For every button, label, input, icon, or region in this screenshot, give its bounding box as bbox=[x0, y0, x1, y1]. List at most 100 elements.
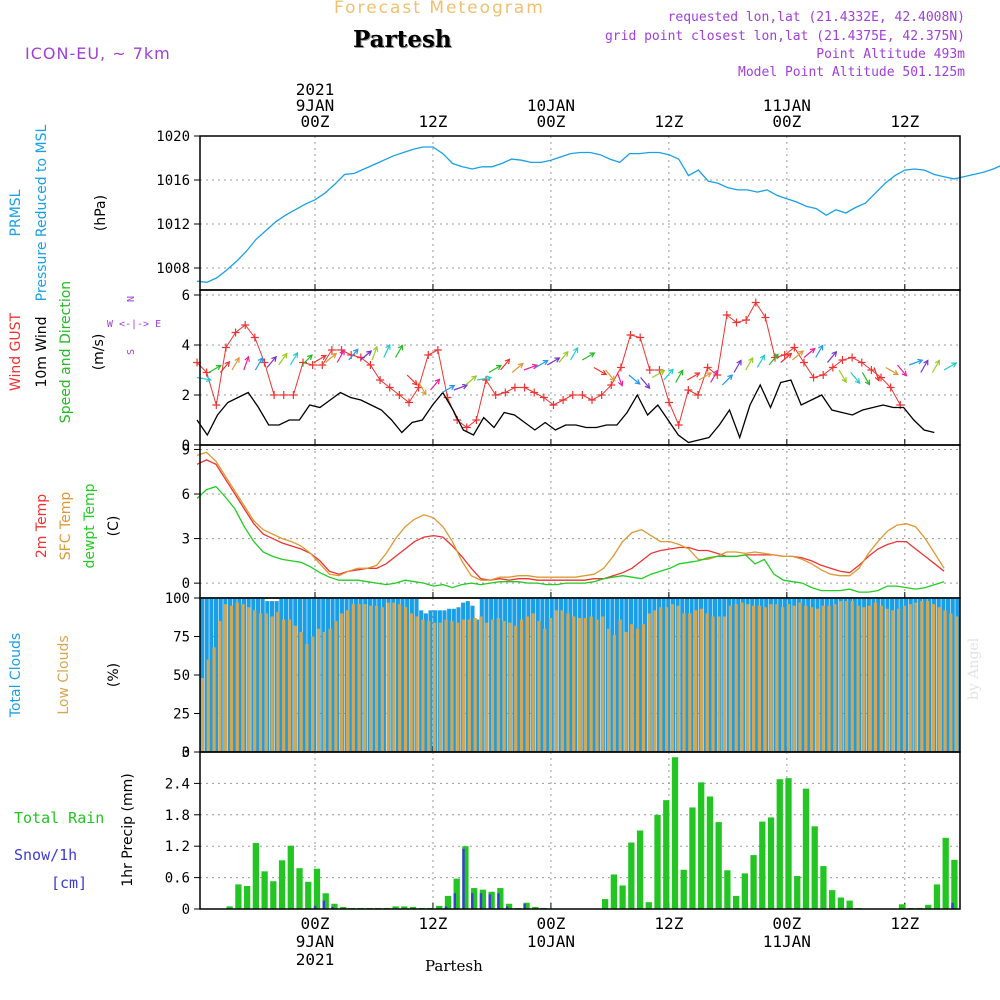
direction-arrow bbox=[908, 359, 923, 366]
low-cloud-bar bbox=[200, 678, 205, 752]
rain-bar bbox=[628, 842, 635, 909]
axis-label: Pressure Reduced to MSL bbox=[34, 124, 50, 301]
rain-bar bbox=[488, 891, 495, 909]
low-cloud-bar bbox=[514, 625, 518, 752]
gust-marker bbox=[761, 313, 770, 322]
panel-temperature: 0 3 6 9 2m Temp SFC Temp dewpt Temp (C) bbox=[34, 442, 961, 599]
top-time-label: 00Z bbox=[536, 112, 565, 131]
top-time-label: 00Z bbox=[301, 112, 330, 131]
total-cloud-bar bbox=[307, 598, 312, 752]
low-cloud-bar bbox=[699, 608, 703, 752]
low-cloud-bar bbox=[531, 613, 535, 752]
axis-label: Total Clouds bbox=[8, 633, 24, 718]
direction-arrow bbox=[745, 357, 754, 371]
gust-marker bbox=[250, 333, 259, 342]
low-cloud-bar bbox=[589, 616, 593, 752]
total-cloud-bar bbox=[801, 598, 806, 752]
rain-bar bbox=[401, 906, 408, 909]
total-cloud-bar bbox=[213, 598, 219, 752]
top-time-label: 9JAN bbox=[296, 96, 335, 115]
direction-arrow bbox=[558, 351, 569, 363]
low-cloud-bar bbox=[769, 604, 773, 752]
gust-marker bbox=[578, 391, 587, 399]
direction-arrow-head bbox=[421, 389, 427, 396]
direction-arrow-head bbox=[215, 364, 222, 371]
gust-marker bbox=[308, 361, 317, 369]
gust-marker bbox=[684, 386, 693, 394]
direction-arrow-head bbox=[678, 369, 684, 376]
direction-arrow bbox=[628, 374, 641, 385]
low-cloud-bar bbox=[334, 621, 338, 752]
low-cloud-bar bbox=[490, 619, 495, 752]
total-cloud-bar bbox=[680, 598, 685, 752]
low-cloud-bar bbox=[328, 628, 332, 752]
total-cloud-bar bbox=[829, 598, 834, 752]
low-cloud-bar bbox=[659, 607, 663, 752]
total-cloud-bar bbox=[423, 613, 428, 752]
direction-arrow-head bbox=[339, 349, 345, 356]
rain-bar bbox=[846, 900, 853, 909]
y-tick-label: 0.6 bbox=[165, 871, 190, 887]
low-cloud-bar bbox=[775, 604, 779, 752]
rain-bar bbox=[663, 800, 670, 909]
direction-arrow-head bbox=[901, 370, 908, 377]
rain-legend: Total Rain bbox=[14, 809, 104, 827]
y-tick-label: 4 bbox=[182, 338, 190, 354]
snow-unit-legend: [cm] bbox=[51, 874, 87, 892]
direction-arrow bbox=[231, 357, 240, 371]
total-cloud-bar bbox=[736, 598, 741, 752]
low-cloud-bar bbox=[618, 619, 622, 752]
low-cloud-bar bbox=[316, 628, 321, 752]
rain-bar bbox=[654, 814, 661, 909]
rain-bar bbox=[759, 821, 766, 909]
rain-bar bbox=[331, 903, 338, 909]
snow-bar bbox=[453, 893, 457, 909]
direction-arrow bbox=[360, 350, 372, 361]
direction-arrow-head bbox=[257, 356, 264, 363]
rain-bar bbox=[226, 906, 233, 909]
low-cloud-bar bbox=[212, 647, 216, 752]
low-cloud-bar bbox=[630, 624, 634, 752]
low-cloud-bar bbox=[885, 608, 889, 752]
direction-arrow bbox=[418, 382, 427, 395]
low-cloud-bar bbox=[374, 605, 379, 752]
direction-arrow-head bbox=[471, 375, 478, 381]
axis-label: (%) bbox=[106, 663, 122, 687]
axis-label: dewpt Temp bbox=[82, 483, 98, 568]
bottom-time-label: 12Z bbox=[654, 914, 683, 933]
bottom-time-label: 00Z bbox=[536, 914, 565, 933]
direction-arrow-head bbox=[659, 369, 666, 376]
gust-marker bbox=[462, 423, 471, 432]
rain-bar bbox=[767, 817, 775, 909]
low-cloud-bar bbox=[357, 604, 361, 752]
total-cloud-bar bbox=[778, 598, 783, 752]
low-cloud-bar bbox=[467, 619, 471, 752]
model-label: ICON-EU, ~ 7km bbox=[25, 44, 171, 63]
y-tick-label: 6 bbox=[182, 288, 190, 304]
bottom-time-label: 9JAN bbox=[296, 932, 335, 951]
rain-bar bbox=[671, 757, 679, 909]
pressure-line bbox=[196, 146, 1000, 283]
total-cloud-bar bbox=[209, 598, 214, 752]
low-cloud-bar bbox=[502, 621, 506, 752]
low-cloud-bar bbox=[763, 607, 767, 752]
rain-bar bbox=[523, 902, 530, 909]
low-cloud-bar bbox=[653, 610, 657, 752]
direction-arrow bbox=[243, 356, 250, 371]
direction-arrow-head bbox=[644, 383, 651, 390]
axis-label: 2m Temp bbox=[34, 494, 50, 558]
gust-marker bbox=[231, 328, 240, 337]
direction-arrow-head bbox=[736, 359, 742, 366]
low-cloud-bar bbox=[723, 616, 727, 752]
rain-bar bbox=[409, 906, 417, 909]
rain-bar bbox=[776, 779, 783, 909]
direction-arrow bbox=[500, 358, 510, 371]
direction-arrow-head bbox=[572, 346, 579, 353]
total-cloud-bar bbox=[237, 598, 242, 752]
snow-bar bbox=[462, 848, 465, 909]
point-altitude: Point Altitude 493m bbox=[816, 47, 965, 62]
rain-bar bbox=[715, 822, 722, 909]
low-cloud-bar bbox=[786, 604, 791, 752]
total-cloud-bar bbox=[633, 598, 638, 752]
y-tick-label: 9 bbox=[182, 442, 190, 458]
